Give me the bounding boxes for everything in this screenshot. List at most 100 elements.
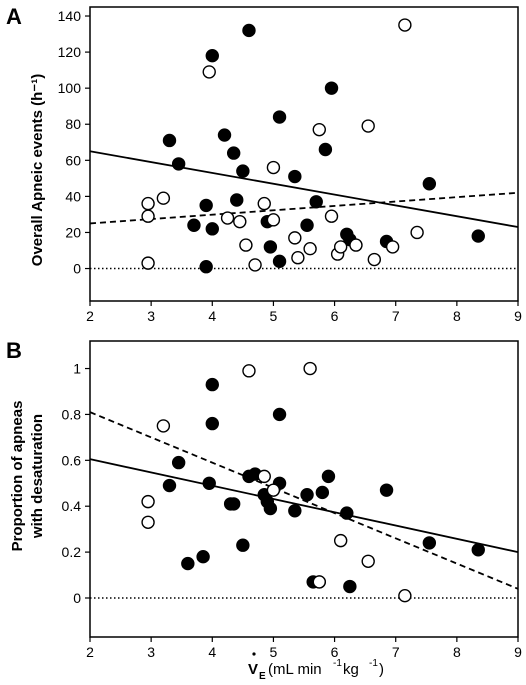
open-data-point [303,241,317,256]
open-data-point [239,238,253,252]
filled-data-point [343,579,357,594]
x-label-v: V [248,661,258,678]
filled-data-point [162,133,177,148]
panel-label-a: A [6,4,22,29]
filled-data-point [171,455,186,470]
open-data-point [156,191,171,205]
y-axis-label-a: Overall Apneic events (h⁻¹) [29,74,46,266]
filled-data-point [236,538,250,552]
fit-lines-a [89,150,519,270]
filled-data-point [422,536,437,550]
x-tick-label: 8 [453,308,461,324]
filled-data-point [217,128,232,142]
x-tick-label: 9 [514,644,522,660]
open-data-point [349,238,363,252]
x-tick-label: 2 [86,644,94,660]
filled-data-point [300,488,314,502]
filled-data-point [162,478,177,493]
panel-label-b: B [6,338,22,363]
open-data-point [312,575,326,589]
filled-data-point [242,23,256,38]
solid-fit-line [89,150,519,228]
open-data-point [410,225,424,240]
y-tick-label: 0.8 [62,406,82,422]
filled-data-point [202,476,216,490]
filled-data-point [205,416,219,431]
filled-data-point [171,157,186,171]
filled-data-point [272,254,287,269]
filled-data-point [226,146,241,160]
filled-data-point [379,483,394,497]
filled-data-point [309,195,323,209]
open-data-point [398,588,412,603]
axis-ticks-b: 2 3 4 5 6 7 8 9 0 0.2 0.4 0.6 0.8 1 [62,361,523,660]
filled-data-point [471,543,485,557]
open-data-point [141,209,155,223]
panel-a: A Overall Apneic events (h⁻¹) 2 3 4 5 6 7 8 902… [6,4,522,324]
open-data-point [156,419,171,433]
x-tick-label: 5 [270,644,278,660]
open-data-point [385,240,400,254]
open-data-point [141,196,155,211]
y-tick-label: 0 [73,590,81,606]
filled-data-point [422,177,437,191]
filled-data-point [300,218,314,232]
x-label-exp2: -1 [369,658,378,669]
open-data-point [257,196,271,211]
y-tick-label: 80 [65,116,81,132]
y-tick-label: 1 [73,361,81,377]
y-tick-label: 140 [58,8,82,24]
x-tick-label: 4 [208,308,216,324]
open-data-point [242,364,256,378]
y-tick-label: 100 [58,80,82,96]
filled-data-point [315,485,330,500]
y-tick-label: 120 [58,44,82,60]
y-tick-label: 60 [65,152,81,168]
dashed-fit-line [89,191,519,225]
x-tick-label: 6 [331,644,339,660]
x-tick-label: 9 [514,308,522,324]
filled-data-point [196,549,210,564]
x-label-exp1: -1 [333,658,342,669]
x-tick-label: 7 [392,308,400,324]
open-data-point [288,231,302,245]
x-tick-label: 3 [147,644,155,660]
x-tick-label: 8 [453,644,461,660]
x-tick-label: 2 [86,308,94,324]
open-data-point [202,65,216,79]
open-data-point [266,160,281,175]
open-data-point [398,18,412,32]
open-data-point [141,515,155,529]
filled-data-point [199,260,213,274]
y-axis-label-b-line2: with desaturation [29,414,46,539]
filled-data-point [263,240,278,254]
solid-fit-line [89,458,519,553]
x-label-end: ) [379,661,384,678]
filled-data-point [230,193,244,207]
y-tick-label: 0 [73,261,81,277]
open-data-point [220,211,235,225]
filled-data-point [205,377,219,392]
open-data-point [333,240,348,254]
open-data-point [333,533,348,548]
data-points-b [141,361,485,603]
y-tick-label: 0.6 [62,452,82,468]
plot-frame-b [89,340,519,638]
x-label-sub: E [259,671,266,682]
y-tick-label: 0.4 [62,498,82,514]
filled-data-point [318,142,333,157]
y-tick-label: 0.2 [62,544,82,560]
open-data-point [266,483,281,497]
open-data-point [257,469,271,484]
filled-data-point [471,229,485,243]
x-tick-label: 4 [208,644,216,660]
open-data-point [312,122,326,137]
filled-data-point [272,110,287,124]
open-data-point [141,256,155,270]
filled-data-point [199,198,213,213]
x-tick-label: 7 [392,644,400,660]
open-data-point [141,494,155,509]
open-data-point [361,554,375,568]
open-data-point [233,214,247,229]
filled-data-point [236,164,250,178]
